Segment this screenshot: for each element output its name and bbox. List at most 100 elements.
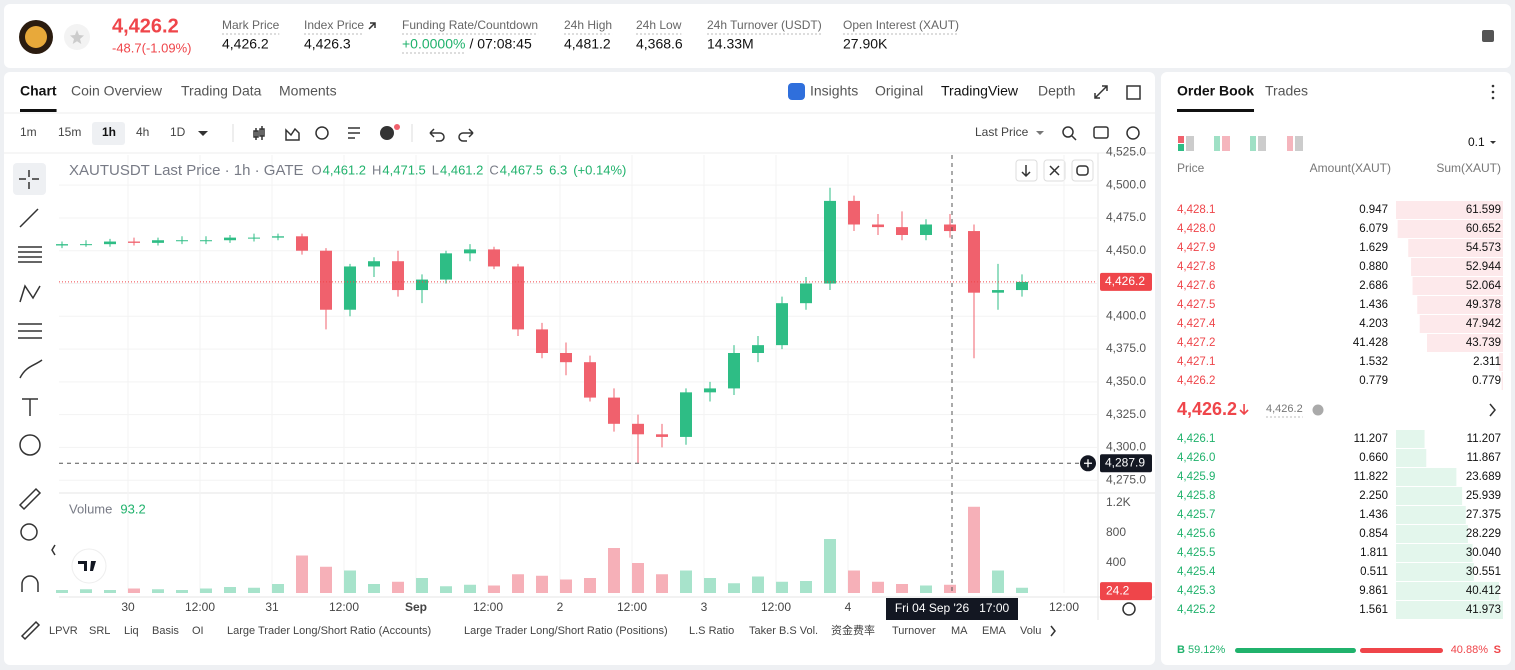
- price-source[interactable]: Last Price: [975, 125, 1029, 139]
- ob-mode-icon: [1258, 136, 1266, 151]
- candle-body: [968, 231, 980, 293]
- undo-icon[interactable]: [429, 128, 445, 142]
- indicator-tab[interactable]: SRL: [89, 625, 110, 637]
- book-icon[interactable]: [1482, 30, 1494, 42]
- indicator-tab[interactable]: 资金费率: [831, 623, 875, 637]
- candle-body: [656, 434, 668, 437]
- channel-tool[interactable]: [18, 246, 42, 263]
- chart-tab[interactable]: Moments: [279, 83, 337, 99]
- col-header: Price: [1177, 161, 1205, 175]
- depth-bar: [1427, 334, 1503, 352]
- ob-mode-icon[interactable]: [1287, 136, 1293, 151]
- interval[interactable]: 4h: [136, 125, 149, 139]
- ob-mode-icon[interactable]: [1178, 136, 1184, 143]
- interval-caret[interactable]: [198, 131, 208, 136]
- zoom-tool[interactable]: [20, 523, 38, 541]
- search-icon[interactable]: [1062, 126, 1074, 138]
- interval[interactable]: 15m: [58, 125, 81, 139]
- ob-amount: 4.203: [1359, 318, 1388, 330]
- volume-bar: [560, 579, 572, 593]
- indicator-icon[interactable]: [285, 127, 300, 141]
- volume-bar: [56, 590, 68, 593]
- ob-sum: 23.689: [1466, 471, 1501, 483]
- view-tab[interactable]: TradingView: [941, 83, 1019, 99]
- line-tool[interactable]: [19, 208, 39, 228]
- collapse-icon[interactable]: [51, 544, 56, 556]
- ob-amount: 0.779: [1359, 375, 1388, 387]
- precision-caret[interactable]: [1490, 141, 1496, 144]
- reset-button[interactable]: [1071, 159, 1094, 182]
- settings-icon[interactable]: [1126, 126, 1140, 140]
- indicator-tab[interactable]: OI: [192, 625, 204, 637]
- add-icon[interactable]: [380, 126, 394, 140]
- dropdown-caret[interactable]: [1036, 131, 1044, 135]
- time-settings[interactable]: [1122, 602, 1136, 616]
- star-icon: [70, 30, 84, 44]
- fib-tool[interactable]: [18, 323, 42, 339]
- indicator-tab[interactable]: Volu: [1020, 625, 1041, 637]
- pattern-tool[interactable]: [19, 284, 41, 303]
- redo-icon[interactable]: [458, 128, 474, 142]
- indicator-tab[interactable]: Basis: [152, 625, 179, 637]
- tab-underline: [1177, 109, 1255, 112]
- ob-sum: 28.229: [1466, 528, 1501, 540]
- indicator-tab[interactable]: Large Trader Long/Short Ratio (Positions…: [464, 625, 668, 637]
- indicator-tab[interactable]: LPVR: [49, 625, 78, 637]
- indicator-tab[interactable]: MA: [951, 625, 968, 637]
- chevron[interactable]: [1489, 403, 1496, 417]
- volume-bar: [272, 584, 284, 593]
- volume-bar: [896, 584, 908, 593]
- ob-sum: 0.779: [1472, 375, 1501, 387]
- camera-icon[interactable]: [1093, 126, 1109, 139]
- emoji-tool[interactable]: [19, 434, 41, 456]
- template-icon[interactable]: [348, 127, 360, 139]
- menu-dot[interactable]: [1491, 84, 1495, 88]
- ob-mode-icon[interactable]: [1214, 136, 1220, 151]
- interval[interactable]: 1h: [102, 125, 116, 139]
- indicator-tab[interactable]: Turnover: [892, 625, 936, 637]
- volume-bar: [320, 566, 332, 593]
- ob-price: 4,425.3: [1177, 585, 1215, 597]
- chart-tab[interactable]: Chart: [20, 83, 57, 99]
- ob-icons: [1178, 84, 1496, 417]
- y-tick-label: 4,400.0: [1106, 308, 1146, 322]
- magnet-tool[interactable]: [21, 575, 39, 592]
- ob-mode-icon[interactable]: [1250, 136, 1256, 151]
- view-tab[interactable]: Original: [875, 83, 923, 99]
- candle-body: [152, 240, 164, 243]
- view-tab[interactable]: Insights: [810, 83, 858, 99]
- crosshair-tool[interactable]: [19, 170, 39, 189]
- ob-tab[interactable]: Order Book: [1177, 83, 1254, 99]
- indicator-tab[interactable]: Liq: [124, 625, 139, 637]
- x-tick-label: Sep: [405, 600, 427, 614]
- chart-tab[interactable]: Coin Overview: [71, 83, 163, 99]
- indicator-tab[interactable]: L.S Ratio: [689, 625, 734, 637]
- ruler-tool[interactable]: [18, 487, 42, 511]
- indicator-tab[interactable]: EMA: [982, 625, 1007, 637]
- candle-type-icon[interactable]: [253, 126, 265, 140]
- volume-tag-label: 24.2: [1106, 583, 1130, 597]
- interval[interactable]: 1D: [170, 125, 186, 139]
- ob-price: 4,426.0: [1177, 452, 1215, 464]
- brush-tool[interactable]: [19, 359, 43, 379]
- view-tab[interactable]: Depth: [1038, 83, 1075, 99]
- interval[interactable]: 1m: [20, 125, 37, 139]
- window-icon[interactable]: [1126, 85, 1141, 100]
- ob-sum: 60.652: [1466, 223, 1501, 235]
- crosshair-time-tag: [886, 598, 1018, 620]
- chart-tab[interactable]: Trading Data: [181, 83, 262, 99]
- expand-icon[interactable]: [1094, 85, 1108, 99]
- depth-bar: [1396, 506, 1466, 524]
- ob-last-price: 4,426.2: [1177, 399, 1237, 419]
- indicator-tab[interactable]: Taker B.S Vol.: [749, 625, 818, 637]
- tool-selected[interactable]: [13, 163, 46, 195]
- precision[interactable]: 0.1: [1468, 135, 1485, 149]
- text-tool[interactable]: [22, 398, 38, 416]
- info-icon[interactable]: [1312, 404, 1324, 416]
- replay-icon[interactable]: [315, 126, 329, 140]
- ob-tab[interactable]: Trades: [1265, 83, 1308, 99]
- more-indicators[interactable]: [1050, 625, 1056, 637]
- candle-body: [1016, 281, 1028, 291]
- indicator-tab[interactable]: Large Trader Long/Short Ratio (Accounts): [227, 625, 431, 637]
- pen-tool[interactable]: [20, 620, 41, 641]
